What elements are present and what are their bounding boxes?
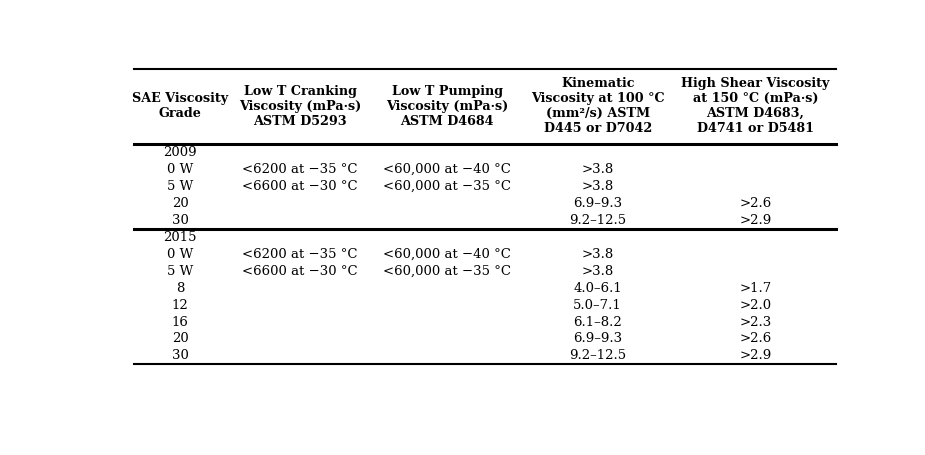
Text: 6.9–9.3: 6.9–9.3 xyxy=(574,197,623,210)
Text: 9.2–12.5: 9.2–12.5 xyxy=(569,349,626,363)
Text: >3.8: >3.8 xyxy=(582,180,614,193)
Text: 20: 20 xyxy=(172,197,189,210)
Text: 30: 30 xyxy=(172,214,189,227)
Text: <60,000 at −40 °C: <60,000 at −40 °C xyxy=(383,163,512,176)
Text: <60,000 at −35 °C: <60,000 at −35 °C xyxy=(383,180,512,193)
Text: 2009: 2009 xyxy=(164,146,197,159)
Text: >2.6: >2.6 xyxy=(739,333,771,345)
Text: Low T Cranking
Viscosity (mPa·s)
ASTM D5293: Low T Cranking Viscosity (mPa·s) ASTM D5… xyxy=(239,85,362,128)
Text: >1.7: >1.7 xyxy=(739,282,771,294)
Text: 0 W: 0 W xyxy=(167,248,193,261)
Text: 5 W: 5 W xyxy=(167,180,193,193)
Text: 12: 12 xyxy=(172,298,189,312)
Text: 9.2–12.5: 9.2–12.5 xyxy=(569,214,626,227)
Text: 5 W: 5 W xyxy=(167,264,193,278)
Text: >3.8: >3.8 xyxy=(582,248,614,261)
Text: >2.3: >2.3 xyxy=(739,315,771,329)
Text: 20: 20 xyxy=(172,333,189,345)
Text: High Shear Viscosity
at 150 °C (mPa·s)
ASTM D4683,
D4741 or D5481: High Shear Viscosity at 150 °C (mPa·s) A… xyxy=(681,77,830,135)
Text: >2.6: >2.6 xyxy=(739,197,771,210)
Text: <6200 at −35 °C: <6200 at −35 °C xyxy=(242,248,358,261)
Text: Kinematic
Viscosity at 100 °C
(mm²/s) ASTM
D445 or D7042: Kinematic Viscosity at 100 °C (mm²/s) AS… xyxy=(531,77,664,135)
Text: 30: 30 xyxy=(172,349,189,363)
Text: 0 W: 0 W xyxy=(167,163,193,176)
Text: 4.0–6.1: 4.0–6.1 xyxy=(574,282,623,294)
Text: <60,000 at −35 °C: <60,000 at −35 °C xyxy=(383,264,512,278)
Text: >2.9: >2.9 xyxy=(739,214,771,227)
Text: 2015: 2015 xyxy=(164,231,197,243)
Text: <6600 at −30 °C: <6600 at −30 °C xyxy=(242,264,358,278)
Text: >2.0: >2.0 xyxy=(739,298,771,312)
Text: 8: 8 xyxy=(176,282,184,294)
Text: <60,000 at −40 °C: <60,000 at −40 °C xyxy=(383,248,512,261)
Text: >3.8: >3.8 xyxy=(582,264,614,278)
Text: 6.9–9.3: 6.9–9.3 xyxy=(574,333,623,345)
Text: >3.8: >3.8 xyxy=(582,163,614,176)
Text: Low T Pumping
Viscosity (mPa·s)
ASTM D4684: Low T Pumping Viscosity (mPa·s) ASTM D46… xyxy=(386,85,509,128)
Text: SAE Viscosity
Grade: SAE Viscosity Grade xyxy=(132,92,228,120)
Text: <6200 at −35 °C: <6200 at −35 °C xyxy=(242,163,358,176)
Text: <6600 at −30 °C: <6600 at −30 °C xyxy=(242,180,358,193)
Text: 6.1–8.2: 6.1–8.2 xyxy=(574,315,623,329)
Text: 16: 16 xyxy=(172,315,189,329)
Text: 5.0–7.1: 5.0–7.1 xyxy=(574,298,623,312)
Text: >2.9: >2.9 xyxy=(739,349,771,363)
